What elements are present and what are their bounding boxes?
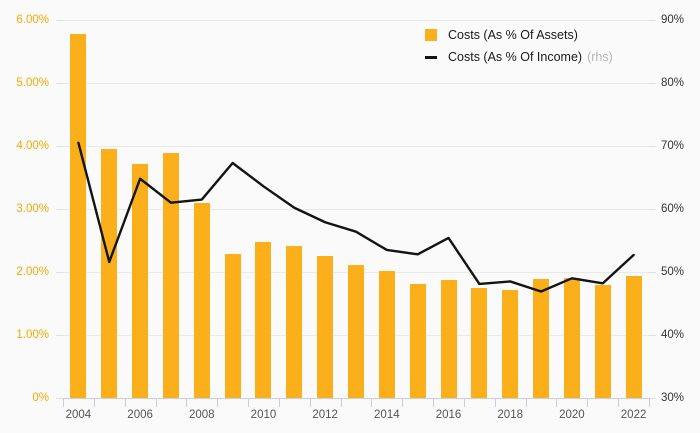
x-axis-tick-label: 2022 (620, 409, 647, 421)
x-axis-tick (556, 398, 558, 407)
y-axis-right-tick-label: 30% (661, 392, 685, 404)
x-axis-line (63, 398, 649, 399)
y-axis-left-tick-label: 5.00% (16, 77, 49, 89)
x-axis-tick (124, 398, 126, 407)
y-axis-left-tick-label: 0% (32, 392, 49, 404)
gridline (63, 20, 649, 21)
bar[interactable] (533, 278, 550, 398)
y-axis-left-tick (56, 272, 63, 273)
x-axis-tick-label: 2004 (65, 409, 92, 421)
y-axis-right-tick (649, 209, 656, 210)
y-axis-left-tick (56, 209, 63, 210)
bar[interactable] (502, 289, 519, 398)
legend-label: Costs (As % Of Assets) (448, 28, 578, 42)
x-axis-tick-label: 2010 (250, 409, 277, 421)
x-axis-tick (186, 398, 188, 407)
y-axis-left-tick-label: 6.00% (16, 14, 49, 26)
y-axis-left-tick (56, 398, 63, 399)
y-axis-right-tick (649, 335, 656, 336)
bar[interactable] (286, 245, 303, 398)
gridline (63, 146, 649, 147)
bar[interactable] (440, 279, 457, 398)
x-axis-tick (618, 398, 620, 407)
x-axis-tick (649, 398, 650, 407)
legend-item-costs-as-pct-of-income[interactable]: Costs (As % Of Income) (rhs) (425, 46, 613, 68)
y-axis-left-tick-label: 3.00% (16, 203, 49, 215)
x-axis-tick-label: 2012 (312, 409, 338, 421)
legend-label: Costs (As % Of Income) (448, 50, 583, 64)
x-axis-tick (217, 398, 219, 407)
bar[interactable] (132, 164, 149, 398)
y-axis-right-tick-label: 40% (661, 329, 685, 341)
x-axis-tick-label: 2006 (127, 409, 153, 421)
x-axis-tick (494, 398, 496, 407)
x-axis-tick (63, 398, 64, 407)
x-axis-tick-label: 2016 (435, 409, 462, 421)
x-axis-tick (309, 398, 311, 407)
y-axis-left-tick (56, 335, 63, 336)
bar[interactable] (471, 287, 488, 398)
y-axis-right-tick (649, 20, 656, 21)
gridline (63, 209, 649, 210)
bar[interactable] (224, 253, 241, 398)
x-axis-tick-label: 2014 (374, 409, 400, 421)
bar[interactable] (70, 33, 87, 398)
bar[interactable] (347, 265, 364, 398)
y-axis-right-tick-label: 70% (661, 140, 685, 152)
bar[interactable] (563, 278, 580, 398)
x-axis-tick (155, 398, 157, 407)
line-swatch-icon (425, 55, 437, 59)
y-axis-right-tick-label: 60% (661, 203, 685, 215)
legend-item-costs-as-pct-of-assets[interactable]: Costs (As % Of Assets) (425, 24, 613, 46)
legend: Costs (As % Of Assets) Costs (As % Of In… (425, 24, 613, 68)
x-axis-tick (278, 398, 280, 407)
bar[interactable] (409, 283, 426, 398)
bar[interactable] (162, 152, 179, 398)
y-axis-left-tick-label: 1.00% (16, 329, 49, 341)
bar-swatch-icon (425, 29, 437, 41)
legend-axis-note: (rhs) (587, 50, 613, 64)
y-axis-right-tick (649, 83, 656, 84)
plot-area (63, 20, 649, 398)
y-axis-right-tick (649, 398, 656, 399)
x-axis-tick (463, 398, 465, 407)
bar[interactable] (594, 285, 611, 398)
x-axis-tick (433, 398, 435, 407)
bar[interactable] (625, 275, 642, 398)
y-axis-right-tick-label: 50% (661, 266, 685, 278)
x-axis-tick-label: 2020 (559, 409, 585, 421)
bar[interactable] (101, 149, 118, 398)
y-axis-right-tick (649, 146, 656, 147)
x-axis-tick (248, 398, 250, 407)
x-axis-tick (371, 398, 373, 407)
x-axis-tick (402, 398, 404, 407)
y-axis-left-tick-label: 2.00% (16, 266, 49, 278)
bar[interactable] (378, 270, 395, 398)
y-axis-right-tick-label: 90% (661, 14, 685, 26)
y-axis-left-tick (56, 20, 63, 21)
bar[interactable] (255, 242, 272, 398)
bar[interactable] (317, 256, 334, 398)
x-axis-tick (525, 398, 527, 407)
x-axis-tick (93, 398, 95, 407)
gridline (63, 83, 649, 84)
x-axis-tick-label: 2018 (497, 409, 523, 421)
y-axis-left-tick (56, 83, 63, 84)
y-axis-right-tick-label: 80% (661, 77, 685, 89)
x-axis-tick (587, 398, 589, 407)
y-axis-left-tick (56, 146, 63, 147)
bar[interactable] (193, 203, 210, 398)
x-axis-tick (340, 398, 342, 407)
y-axis-left-tick-label: 4.00% (16, 140, 49, 152)
x-axis-tick-label: 2008 (188, 409, 215, 421)
y-axis-right-tick (649, 272, 656, 273)
